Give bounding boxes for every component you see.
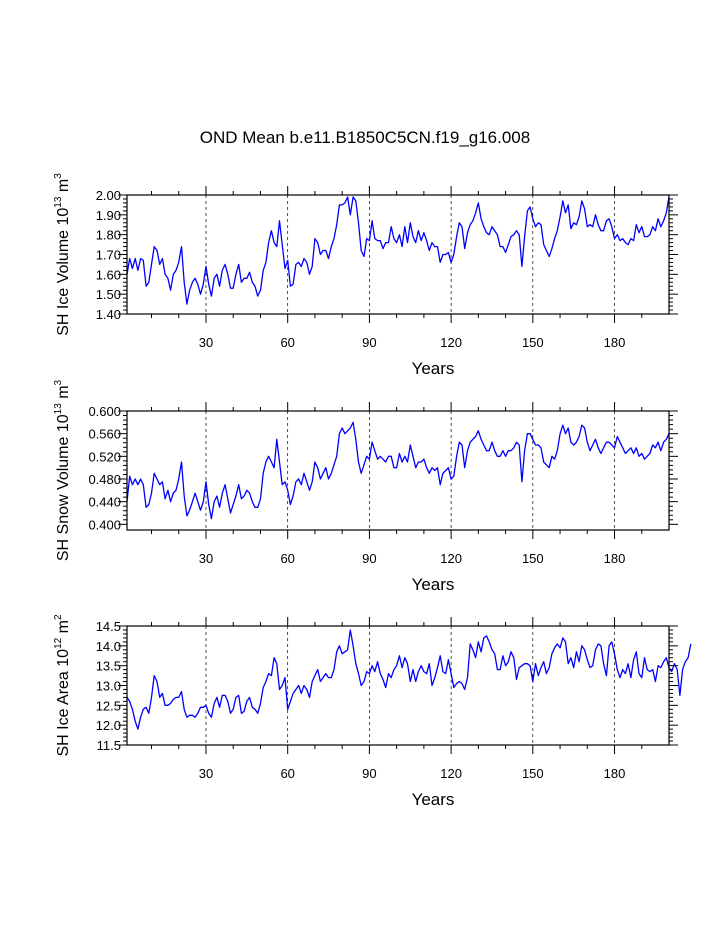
x-tick-label: 60 xyxy=(280,766,294,781)
x-axis-label: Years xyxy=(412,790,455,809)
y-axis-label-exp: 13 xyxy=(53,196,64,208)
y-tick-label: 1.40 xyxy=(96,307,121,322)
x-tick-label: 90 xyxy=(362,766,376,781)
sh-ice-area-series-line xyxy=(126,629,692,730)
x-tick-label: 90 xyxy=(362,335,376,350)
x-tick-label: 150 xyxy=(522,335,544,350)
y-tick-label: 14.5 xyxy=(96,619,121,634)
sh-snow-volume-series-line xyxy=(126,421,670,520)
y-tick-label: 2.00 xyxy=(96,188,121,203)
x-tick-label: 30 xyxy=(199,551,213,566)
y-axis-label: SH Snow Volume 1013 m3 xyxy=(53,379,72,561)
y-axis-label-base: SH Ice Area 10 xyxy=(55,649,72,757)
x-tick-label: 180 xyxy=(604,551,626,566)
y-axis-label-unit_exp: 2 xyxy=(53,614,64,620)
y-axis-label-unit_exp: 3 xyxy=(53,173,64,179)
x-axis-label: Years xyxy=(412,575,455,594)
y-tick-label: 0.400 xyxy=(88,517,121,532)
y-tick-label: 1.60 xyxy=(96,267,121,282)
x-tick-label: 60 xyxy=(280,335,294,350)
x-tick-label: 30 xyxy=(199,766,213,781)
y-axis-label: SH Ice Volume 1013 m3 xyxy=(53,173,72,336)
y-tick-label: 1.50 xyxy=(96,287,121,302)
x-axis-label: Years xyxy=(412,359,455,378)
y-tick-label: 0.560 xyxy=(88,427,121,442)
sh-snow-volume-panel: 30 60 90 120 150 180 0.400 0.440 0.480 0.520 0.560… xyxy=(53,379,678,594)
y-axis-label-base: SH Ice Volume 10 xyxy=(55,208,72,336)
y-axis-label-exp: 13 xyxy=(53,403,64,415)
x-tick-label: 150 xyxy=(522,766,544,781)
figure-title: OND Mean b.e11.B1850C5CN.f19_g16.008 xyxy=(200,128,530,147)
plot-frame xyxy=(126,194,670,315)
x-tick-label: 150 xyxy=(522,551,544,566)
sh-ice-volume-panel: 30 60 90 120 150 180 1.40 1.50 1.60 1.70 1.80 1.90 2… xyxy=(53,173,678,378)
y-tick-label: 0.600 xyxy=(88,404,121,419)
sh-ice-area-panel: 30 60 90 120 150 180 11.5 12.0 12.5 13.0 13.5 14.0 1… xyxy=(53,614,692,809)
x-tick-label: 120 xyxy=(440,766,462,781)
y-tick-label: 11.5 xyxy=(97,738,121,753)
y-axis-label-base: SH Snow Volume 10 xyxy=(55,414,72,561)
y-tick-label: 1.70 xyxy=(96,248,121,263)
y-tick-label: 14.0 xyxy=(96,639,121,654)
y-tick-label: 12.0 xyxy=(96,718,121,733)
y-tick-label: 1.80 xyxy=(96,228,121,243)
x-tick-label: 120 xyxy=(440,335,462,350)
y-axis-label-unit_exp: 3 xyxy=(53,379,64,385)
y-tick-label: 13.0 xyxy=(96,679,121,694)
x-tick-label: 60 xyxy=(280,551,294,566)
y-axis-label-exp: 12 xyxy=(53,637,64,649)
y-axis-label: SH Ice Area 1012 m2 xyxy=(53,614,72,757)
y-tick-label: 13.5 xyxy=(96,659,121,674)
sh-ice-volume-series-line xyxy=(126,196,670,305)
plot-frame xyxy=(126,625,670,746)
y-axis-label-unit: m xyxy=(55,179,72,197)
y-tick-label: 12.5 xyxy=(96,698,121,713)
y-axis-label-unit: m xyxy=(55,620,72,638)
x-tick-label: 90 xyxy=(362,551,376,566)
y-tick-label: 0.440 xyxy=(88,495,121,510)
x-tick-label: 120 xyxy=(440,551,462,566)
y-axis-label-unit: m xyxy=(55,385,72,403)
x-tick-label: 30 xyxy=(199,335,213,350)
y-tick-label: 0.520 xyxy=(88,449,121,464)
x-tick-label: 180 xyxy=(604,335,626,350)
y-tick-label: 0.480 xyxy=(88,472,121,487)
y-tick-label: 1.90 xyxy=(96,208,121,223)
plot-frame xyxy=(126,410,670,531)
x-tick-label: 180 xyxy=(604,766,626,781)
